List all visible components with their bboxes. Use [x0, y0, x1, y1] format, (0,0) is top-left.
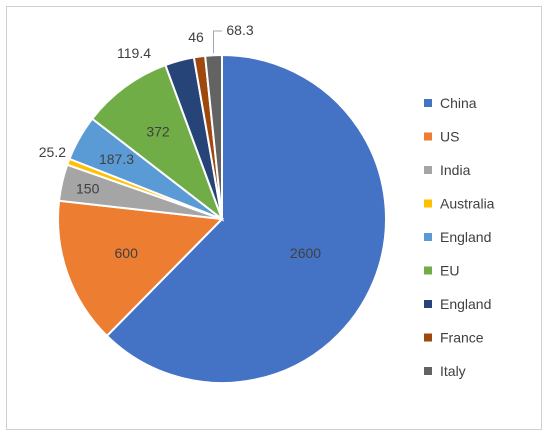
- data-label-australia-3: 25.2: [39, 144, 66, 160]
- legend-label-france-7: France: [440, 330, 484, 346]
- legend-swatch-england-6: [424, 300, 432, 308]
- legend-swatch-india-2: [424, 166, 432, 174]
- pie-slice-china-0: [105, 53, 387, 384]
- legend-swatch-china-0: [424, 99, 432, 107]
- legend-label-england-4: England: [440, 229, 491, 245]
- legend-swatch-us-1: [424, 132, 432, 141]
- pie-slices: [57, 53, 387, 384]
- legend-swatch-england-4: [424, 233, 432, 241]
- legend-swatch-australia-3: [424, 199, 432, 208]
- data-label-china-0: 2600: [290, 245, 321, 261]
- data-label-england-6: 119.4: [117, 45, 151, 61]
- data-label-us-1: 600: [115, 245, 139, 261]
- data-label-eu-5: 372: [146, 124, 170, 140]
- legend-label-australia-3: Australia: [440, 196, 495, 212]
- legend-swatch-eu-5: [424, 266, 432, 275]
- pie-slice-eu-5: [90, 63, 225, 222]
- legend-label-us-1: US: [440, 129, 459, 145]
- data-label-france-7: 46: [188, 29, 204, 45]
- pie-slice-italy-8: [204, 53, 223, 220]
- leader-lines: [213, 30, 222, 54]
- data-label-england-4: 187.3: [99, 151, 134, 167]
- legend-swatch-france-7: [424, 333, 432, 342]
- legend-swatch-italy-8: [424, 367, 432, 375]
- legend-label-china-0: China: [440, 95, 477, 111]
- legend-label-italy-8: Italy: [440, 363, 466, 379]
- legend-label-eu-5: EU: [440, 263, 459, 279]
- data-label-india-2: 150: [76, 180, 100, 196]
- data-label-italy-8: 68.3: [226, 22, 253, 38]
- pie-slice-us-1: [57, 199, 225, 338]
- legend-label-england-6: England: [440, 296, 491, 312]
- legend: China US India Australia England EU England Fra…: [424, 95, 495, 379]
- leader-line-italy: [213, 30, 222, 54]
- legend-label-india-2: India: [440, 162, 471, 178]
- data-labels: 2600 600 150 25.2 187.3 372 119.4 46 68.3: [39, 22, 322, 261]
